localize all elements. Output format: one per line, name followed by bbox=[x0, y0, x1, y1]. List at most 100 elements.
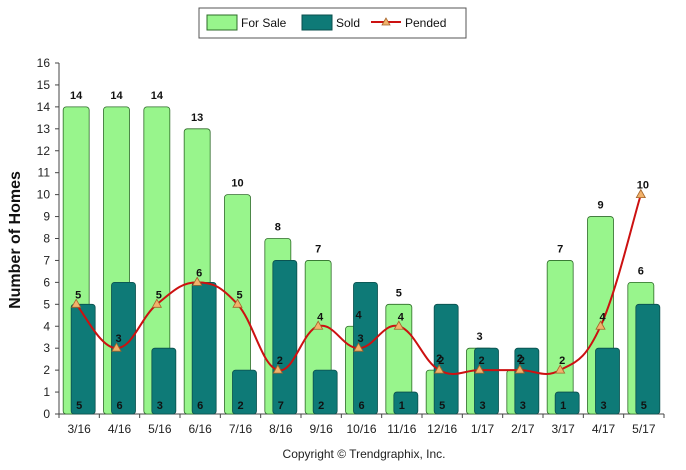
x-tick-label: 12/16 bbox=[427, 422, 457, 436]
for-sale-data-label: 10 bbox=[231, 178, 243, 190]
x-tick-label: 4/17 bbox=[592, 422, 616, 436]
for-sale-data-label: 5 bbox=[396, 287, 402, 299]
sold-bar bbox=[635, 303, 661, 415]
for-sale-data-label: 14 bbox=[70, 90, 83, 102]
for-sale-data-label: 13 bbox=[191, 112, 203, 124]
legend-label-sold: Sold bbox=[336, 16, 360, 30]
sold-data-label: 1 bbox=[399, 400, 405, 412]
bars bbox=[62, 106, 661, 415]
x-tick-label: 9/16 bbox=[309, 422, 333, 436]
legend-label-for-sale: For Sale bbox=[241, 16, 287, 30]
pended-data-label: 5 bbox=[75, 289, 81, 301]
x-tick-label: 11/16 bbox=[387, 422, 416, 436]
y-tick-label: 8 bbox=[43, 232, 50, 246]
x-tick-label: 4/16 bbox=[108, 422, 132, 436]
sold-data-label: 1 bbox=[560, 400, 566, 412]
y-tick-label: 4 bbox=[43, 319, 50, 333]
pended-marker bbox=[635, 188, 647, 199]
for-sale-data-label: 7 bbox=[557, 243, 563, 255]
for-sale-data-label: 4 bbox=[355, 309, 362, 321]
for-sale-data-label: 3 bbox=[476, 331, 482, 343]
y-tick-label: 11 bbox=[38, 166, 51, 180]
x-tick-label: 3/16 bbox=[67, 422, 91, 436]
pended-marker bbox=[272, 364, 284, 374]
for-sale-data-label: 14 bbox=[151, 90, 164, 102]
sold-data-label: 5 bbox=[76, 400, 82, 412]
pended-marker bbox=[514, 364, 526, 374]
for-sale-data-label: 8 bbox=[275, 222, 281, 234]
pended-marker bbox=[474, 364, 485, 374]
sold-bar bbox=[595, 347, 620, 415]
sold-bar bbox=[393, 391, 419, 415]
pended-marker bbox=[312, 320, 324, 330]
sold-data-label: 5 bbox=[641, 400, 647, 412]
sold-bar bbox=[433, 303, 459, 415]
sold-bar bbox=[232, 369, 257, 415]
pended-data-label: 4 bbox=[398, 311, 405, 323]
sold-bar bbox=[312, 369, 338, 415]
y-tick-label: 15 bbox=[37, 78, 51, 92]
x-tick-label: 7/16 bbox=[229, 422, 253, 436]
legend-marker-pended bbox=[381, 17, 391, 26]
for-sale-data-label: 2 bbox=[436, 353, 442, 365]
y-tick-label: 14 bbox=[37, 100, 51, 114]
pended-data-label: 2 bbox=[559, 355, 565, 367]
y-tick-label: 5 bbox=[43, 297, 50, 311]
x-tick-label: 5/16 bbox=[148, 422, 172, 436]
sold-data-label: 3 bbox=[479, 400, 485, 412]
pended-data-label: 5 bbox=[156, 289, 162, 301]
pended-data-label: 3 bbox=[115, 333, 121, 345]
pended-data-label: 2 bbox=[277, 355, 283, 367]
sold-bar bbox=[70, 303, 96, 415]
y-tick-label: 6 bbox=[43, 275, 50, 289]
pended-data-label: 10 bbox=[637, 180, 649, 192]
x-tick-label: 10/16 bbox=[346, 422, 376, 436]
y-tick-label: 16 bbox=[37, 56, 51, 70]
sold-data-label: 7 bbox=[278, 400, 284, 412]
x-tick-label: 6/16 bbox=[188, 422, 212, 436]
sold-data-label: 2 bbox=[237, 400, 243, 412]
copyright-credit: Copyright © Trendgraphix, Inc. bbox=[283, 447, 446, 461]
sold-bar bbox=[474, 347, 499, 415]
pended-marker bbox=[353, 342, 364, 352]
for-sale-data-label: 6 bbox=[638, 265, 644, 277]
pended-data-label: 6 bbox=[196, 267, 202, 279]
for-sale-data-label: 7 bbox=[315, 243, 321, 255]
pended-data-label: 4 bbox=[599, 311, 606, 323]
y-tick-label: 13 bbox=[37, 122, 51, 136]
x-tick-label: 1/17 bbox=[471, 422, 495, 436]
pended-data-label: 2 bbox=[438, 355, 444, 367]
pended-marker bbox=[595, 320, 606, 330]
x-tick-label: 2/17 bbox=[511, 422, 535, 436]
pended-data-label: 3 bbox=[357, 333, 363, 345]
x-tick-label: 8/16 bbox=[269, 422, 293, 436]
sold-data-label: 6 bbox=[116, 400, 122, 412]
pended-marker bbox=[393, 320, 405, 330]
sold-bar bbox=[272, 260, 298, 415]
sold-data-label: 3 bbox=[520, 400, 526, 412]
y-axis-title: Number of Homes bbox=[7, 171, 24, 309]
for-sale-data-label: 14 bbox=[110, 90, 123, 102]
pended-data-label: 2 bbox=[519, 355, 525, 367]
sold-data-label: 5 bbox=[439, 400, 445, 412]
y-tick-label: 2 bbox=[43, 363, 50, 377]
pended-marker bbox=[232, 298, 243, 308]
y-tick-label: 7 bbox=[43, 253, 50, 267]
pended-marker bbox=[433, 364, 445, 374]
x-tick-label: 3/17 bbox=[551, 422, 575, 436]
pended-marker bbox=[70, 298, 82, 308]
pended-marker bbox=[191, 276, 203, 286]
y-tick-label: 0 bbox=[43, 407, 50, 421]
sold-bar bbox=[151, 347, 177, 415]
legend-swatch-for-sale bbox=[206, 14, 238, 31]
sold-bar bbox=[554, 391, 580, 415]
pended-marker bbox=[111, 342, 122, 352]
y-tick-label: 1 bbox=[43, 385, 50, 399]
pended-data-label: 2 bbox=[478, 355, 484, 367]
for-sale-data-label: 9 bbox=[597, 200, 603, 212]
for-sale-data-label: 2 bbox=[517, 353, 523, 365]
for-sale-bar bbox=[546, 260, 574, 415]
